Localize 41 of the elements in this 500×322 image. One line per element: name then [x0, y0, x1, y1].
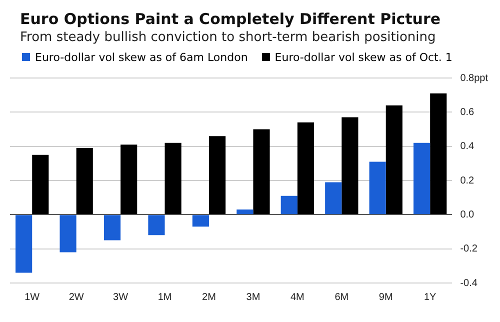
- bar: [104, 215, 121, 240]
- bar: [297, 122, 314, 214]
- bar: [164, 142, 182, 214]
- bar: [32, 154, 49, 214]
- x-tick-label: 3M: [246, 292, 260, 303]
- bar: [253, 129, 270, 214]
- y-tick-label: 0.0: [460, 209, 475, 220]
- y-tick-label: 0.4: [460, 141, 475, 152]
- bar: [76, 148, 93, 214]
- x-tick-label: 1W: [24, 292, 40, 303]
- y-tick-label: -0.4: [460, 278, 478, 289]
- x-tick-label: 1M: [158, 292, 172, 303]
- bar: [414, 142, 430, 214]
- y-tick-label: -0.2: [460, 244, 478, 255]
- bar: [342, 117, 358, 214]
- bar: [280, 196, 298, 214]
- bar: [236, 210, 254, 214]
- x-tick-label: 9M: [378, 292, 393, 303]
- y-tick-label: 0.2: [460, 175, 475, 186]
- x-tick-label: 2M: [202, 292, 216, 303]
- chart-title: Euro Options Paint a Completely Different Picture: [20, 10, 442, 28]
- bar: [16, 215, 32, 273]
- bar: [192, 215, 209, 227]
- x-tick-label: 1Y: [424, 292, 437, 303]
- bar: [325, 182, 342, 214]
- x-tick-label: 4M: [290, 292, 304, 303]
- y-tick-label: 0.8ppt: [460, 72, 488, 84]
- bar: [208, 136, 226, 214]
- bar: [369, 162, 386, 214]
- x-tick-label: 2W: [68, 292, 84, 303]
- bar: [120, 144, 138, 214]
- chart-subtitle: From steady bullish conviction to short-term bearish positioning: [20, 30, 437, 45]
- x-tick-label: 3W: [113, 292, 129, 303]
- bar: [430, 93, 447, 214]
- bar: [148, 215, 165, 236]
- x-tick-label: 6M: [334, 292, 349, 303]
- bar: [386, 105, 402, 214]
- legend-label: Euro-dollar vol skew as of 6am London: [34, 51, 248, 64]
- bar: [60, 215, 76, 252]
- legend-label: Euro-dollar vol skew as of Oct. 1: [274, 51, 452, 64]
- y-tick-label: 0.6: [460, 106, 475, 118]
